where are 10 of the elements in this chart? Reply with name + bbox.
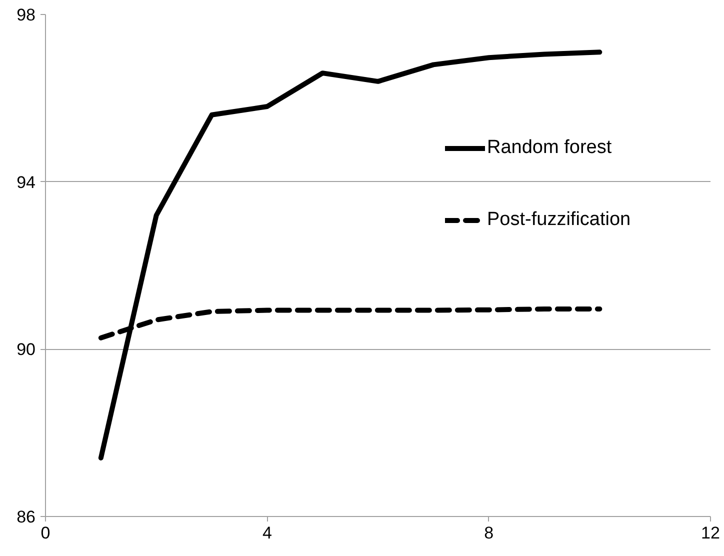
x-tick-label: 0 xyxy=(40,524,50,542)
y-tick-label: 86 xyxy=(16,508,36,526)
x-tick-label: 8 xyxy=(484,524,494,542)
x-tick-label: 4 xyxy=(262,524,272,542)
y-tick-label: 94 xyxy=(16,172,36,192)
x-tick-label: 12 xyxy=(701,524,720,542)
y-tick-label: 98 xyxy=(16,6,36,24)
legend-label: Post-fuzzification xyxy=(487,209,631,231)
y-tick-label: 90 xyxy=(16,340,36,360)
legend-label: Random forest xyxy=(487,137,612,159)
